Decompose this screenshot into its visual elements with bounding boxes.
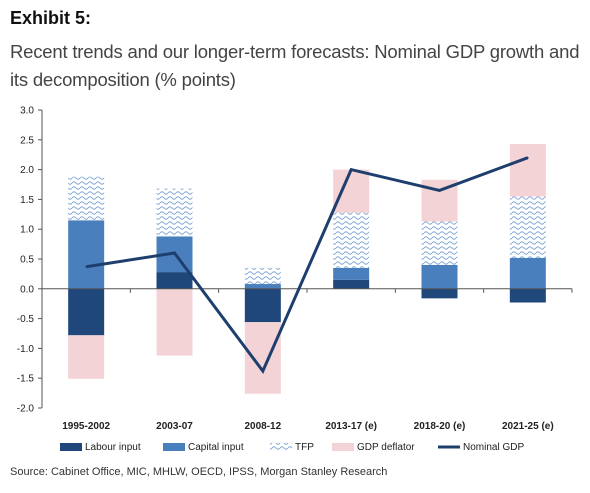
legend-label-nominal-gdp: Nominal GDP [463, 442, 524, 453]
bar-gdp-deflator [156, 288, 193, 356]
bar-tfp [509, 196, 546, 258]
nominal-gdp-point [85, 265, 87, 268]
x-category-label: 2018-20 (e) [414, 421, 466, 432]
bar-capital-input [244, 284, 281, 289]
y-tick-label: 0.5 [20, 255, 34, 266]
legend-swatch-capital-input [163, 443, 185, 451]
bar-labour-input [68, 288, 105, 336]
stacked-bar-chart: 3.0 2.5 2.0 1.5 1.0 0.5 0.0 -0.5 -1.0 -1.5 -2.0 19… [17, 106, 573, 453]
y-tick-label: 1.5 [20, 195, 34, 206]
nominal-gdp-point [438, 189, 441, 192]
legend-label-labour-input: Labour input [85, 442, 141, 453]
exhibit-label: Exhibit 5: [10, 8, 92, 28]
y-axis: 3.0 2.5 2.0 1.5 1.0 0.5 0.0 -0.5 -1.0 -1.5 -2.0 [17, 106, 43, 415]
nominal-gdp-polyline [85, 156, 529, 375]
bar-gdp-deflator [244, 322, 281, 394]
y-tick-label: -1.5 [17, 374, 35, 385]
nominal-gdp-line [85, 156, 529, 375]
legend-label-tfp: TFP [295, 442, 314, 453]
x-category-label: 2008-12 [244, 421, 281, 432]
bar-gdp-deflator [509, 143, 546, 197]
bar-capital-input [68, 220, 105, 289]
x-category-label: 1995-2002 [62, 421, 110, 432]
legend-label-gdp-deflator: GDP deflator [357, 442, 415, 453]
bar-tfp [421, 221, 458, 265]
bars [68, 143, 546, 394]
bar-labour-input [156, 272, 193, 289]
legend-swatch-labour-input [60, 443, 82, 451]
nominal-gdp-point [262, 370, 264, 372]
legend-label-capital-input: Capital input [188, 442, 244, 453]
legend-swatch-gdp-deflator [332, 443, 354, 451]
x-category-label: 2003-07 [156, 421, 193, 432]
bar-labour-input [421, 288, 458, 299]
y-tick-label: 3.0 [20, 106, 34, 117]
x-category-label: 2021-25 (e) [502, 421, 554, 432]
bar-gdp-deflator [333, 169, 370, 213]
legend-swatch-tfp [270, 443, 292, 451]
x-axis-labels: 1995-2002 2003-07 2008-12 2013-17 (e) 2018-2… [62, 421, 553, 432]
nominal-gdp-point [527, 156, 529, 159]
legend: Labour input Capital input TFP GDP deflator… [60, 442, 524, 453]
bar-tfp [244, 267, 281, 285]
nominal-gdp-point [350, 168, 352, 171]
y-tick-label: 2.0 [20, 165, 34, 176]
x-category-label: 2013-17 (e) [325, 421, 377, 432]
chart-title: Recent trends and our longer-term foreca… [10, 41, 580, 90]
bar-labour-input [509, 288, 546, 303]
y-tick-label: 0.0 [20, 284, 34, 295]
bar-labour-input [244, 288, 281, 323]
y-tick-label: -1.0 [17, 344, 35, 355]
nominal-gdp-point [173, 252, 176, 254]
bar-capital-input [333, 267, 370, 280]
bar-tfp [68, 176, 105, 221]
bar-tfp [333, 212, 370, 268]
y-tick-label: -0.5 [17, 314, 35, 325]
y-tick-label: -2.0 [17, 404, 35, 415]
y-tick-label: 2.5 [20, 135, 34, 146]
bar-capital-input [421, 264, 458, 289]
bar-capital-input [509, 257, 546, 289]
y-tick-label: 1.0 [20, 225, 34, 236]
zero-axis [41, 288, 573, 293]
bar-tfp [156, 188, 193, 237]
bar-labour-input [333, 279, 370, 289]
source-note: Source: Cabinet Office, MIC, MHLW, OECD,… [10, 466, 388, 478]
bar-gdp-deflator [68, 335, 105, 379]
